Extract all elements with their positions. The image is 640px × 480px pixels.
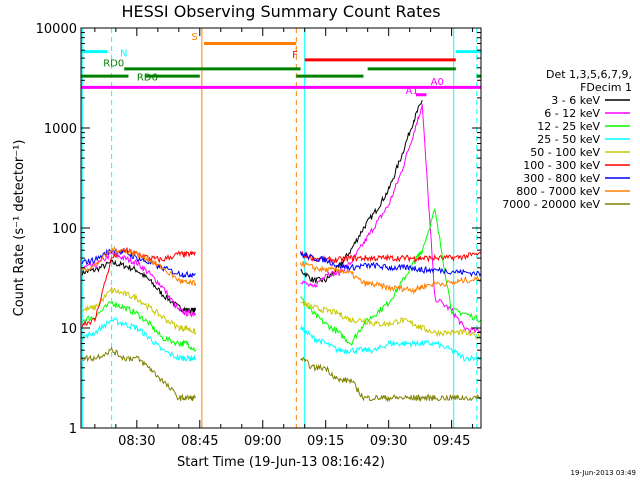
x-tick-label: 09:00 [244, 434, 281, 449]
flag-label-a0: A0 [431, 77, 444, 88]
legend-header-line-1: Det 1,3,5,6,7,9, [546, 68, 632, 81]
legend-label-9: 7000 - 20000 keV [502, 198, 600, 211]
flag-label-rd0: RD0 [103, 59, 124, 70]
legend-label-4: 25 - 50 keV [537, 133, 600, 146]
x-tick-label: 09:45 [433, 434, 470, 449]
legend-label-1: 3 - 6 keV [551, 94, 600, 107]
legend-label-7: 300 - 800 keV [523, 172, 600, 185]
date-stamp: 19-Jun-2013 03:49 [571, 469, 637, 477]
legend-header-line-2: FDecim 1 [580, 81, 632, 94]
legend-label-3: 12 - 25 keV [537, 120, 600, 133]
vertical-markers [81, 28, 478, 428]
series-line-6 [81, 246, 482, 328]
x-tick-label: 08:45 [181, 434, 218, 449]
series-line-8 [81, 245, 482, 295]
series-line-4 [81, 317, 482, 363]
legend-label-8: 800 - 7000 keV [516, 185, 600, 198]
x-tick-label: 08:30 [118, 434, 155, 449]
x-axis-label: Start Time (19-Jun-13 08:16:42) [177, 455, 385, 470]
x-tick-label: 09:30 [370, 434, 407, 449]
flag-label-n: N [120, 48, 127, 59]
series-line-3 [82, 207, 482, 352]
legend-label-2: 6 - 12 keV [544, 107, 600, 120]
y-tick-label: 10000 [36, 22, 77, 37]
flag-label-f: F [292, 50, 298, 61]
y-axis-ticks: 1 10 100 1000 10000 [36, 22, 481, 437]
chart-title: HESSI Observing Summary Count Rates [121, 2, 440, 21]
y-tick-label: 100 [52, 222, 77, 237]
flag-label-s: S [191, 32, 197, 43]
flag-label-a1: A1 [405, 86, 418, 97]
y-axis-label: Count Rate (s⁻¹ detector⁻¹) [12, 140, 27, 317]
legend-label-5: 50 - 100 keV [530, 146, 600, 159]
x-tick-label: 09:15 [307, 434, 344, 449]
y-tick-label: 1000 [44, 122, 77, 137]
y-tick-label: 1 [69, 422, 77, 437]
flag-bars [81, 41, 481, 97]
flag-label-rd6: RD6 [137, 72, 158, 83]
legend-label-6: 100 - 300 keV [523, 159, 600, 172]
y-tick-label: 10 [60, 322, 77, 337]
series-line-5 [82, 285, 482, 340]
flag-annotations: N S F RD0 RD6 A1 A0 [103, 32, 444, 97]
series-line-9 [81, 346, 482, 403]
series-line-2 [82, 104, 482, 335]
x-axis-ticks: 08:30 08:45 09:00 09:15 09:30 09:45 [94, 28, 474, 449]
series-lines [81, 99, 482, 403]
